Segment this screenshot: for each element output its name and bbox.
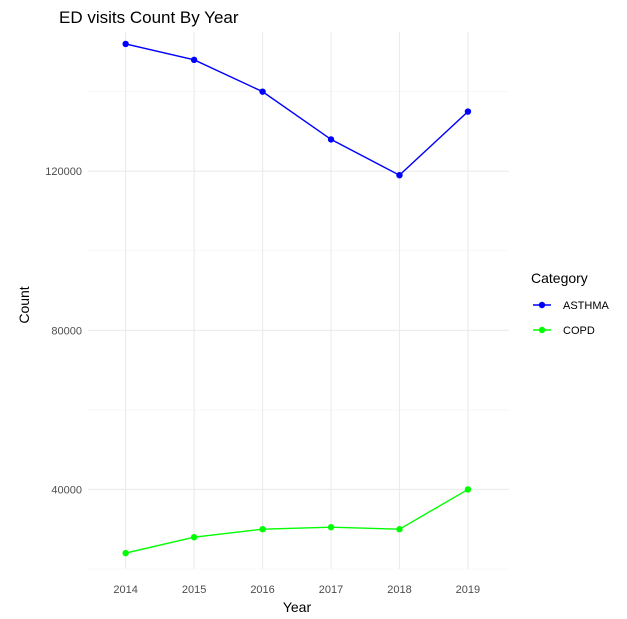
y-axis-ticks: 40000 80000 120000 xyxy=(45,166,82,496)
data-point-asthma-2015 xyxy=(190,56,198,64)
data-point-copd-2017 xyxy=(327,524,335,531)
x-tick-label: 2015 xyxy=(182,584,206,596)
x-tick-label: 2016 xyxy=(250,584,274,596)
series-line-copd xyxy=(125,488,469,554)
x-axis-ticks: 2014 2015 2016 2017 2018 2019 xyxy=(113,584,480,596)
y-tick-label: 120000 xyxy=(45,166,82,178)
data-point-asthma-2014 xyxy=(122,40,129,48)
x-tick-label: 2018 xyxy=(387,584,411,596)
series-line-asthma xyxy=(125,43,469,177)
data-point-asthma-2016 xyxy=(259,88,266,95)
data-point-asthma-2017 xyxy=(327,136,335,143)
x-axis-title: Year xyxy=(283,599,312,615)
data-point-asthma-2019 xyxy=(464,108,472,115)
data-point-copd-2015 xyxy=(190,533,198,541)
y-axis-title: Count xyxy=(16,286,32,323)
x-tick-label: 2017 xyxy=(319,584,343,596)
legend-marker-asthma xyxy=(538,301,546,309)
legend-title: Category xyxy=(531,270,588,286)
data-point-copd-2018 xyxy=(396,526,403,533)
data-point-copd-2014 xyxy=(122,549,129,557)
data-point-asthma-2018 xyxy=(396,172,403,179)
data-point-copd-2016 xyxy=(259,526,266,533)
legend: Category ASTHMA COPD xyxy=(531,270,610,337)
x-tick-label: 2014 xyxy=(113,584,137,596)
chart-title: ED visits Count By Year xyxy=(59,8,239,27)
legend-items: ASTHMA COPD xyxy=(533,300,610,337)
y-tick-label: 40000 xyxy=(51,484,82,496)
legend-label-copd: COPD xyxy=(563,325,595,337)
data-point-copd-2019 xyxy=(464,486,472,493)
y-tick-label: 80000 xyxy=(51,325,82,337)
legend-marker-copd xyxy=(538,326,546,334)
x-tick-label: 2019 xyxy=(456,584,480,596)
legend-label-asthma: ASTHMA xyxy=(563,300,610,312)
grid xyxy=(88,32,509,570)
series-layer xyxy=(122,40,472,557)
